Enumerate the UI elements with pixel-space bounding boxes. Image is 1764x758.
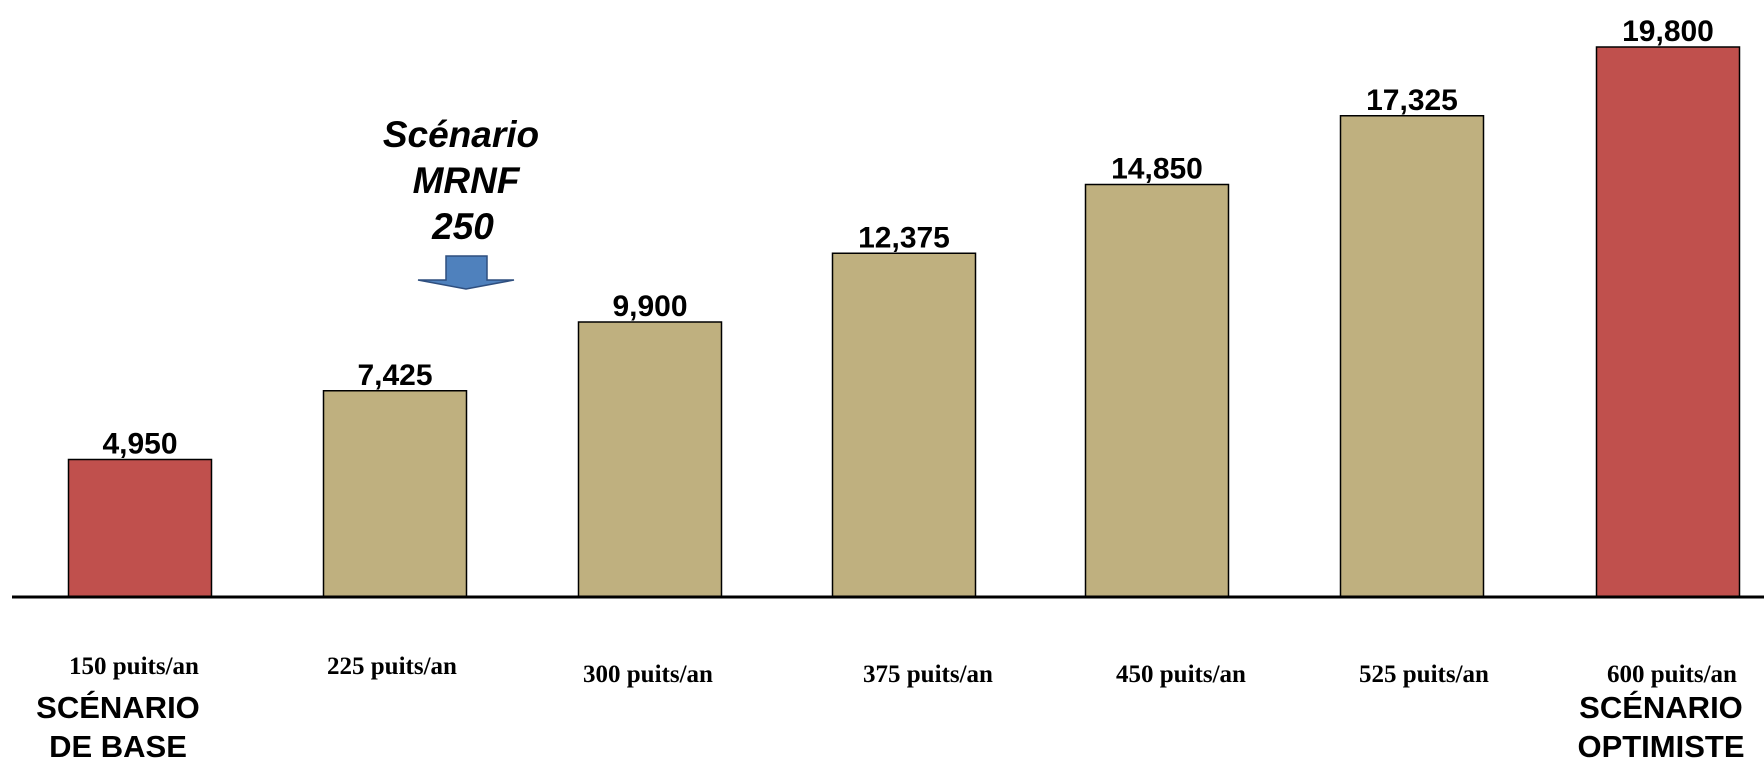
optimistic-scenario-line2: OPTIMISTE	[1577, 729, 1744, 758]
mrnf-scenario-line2: MRNF	[413, 160, 521, 201]
category-label-1: 150 puits/an	[69, 653, 199, 680]
value-label-5: 14,850	[1111, 153, 1203, 186]
category-label-5: 450 puits/an	[1116, 661, 1246, 688]
base-scenario-line1: SCÉNARIO	[36, 690, 200, 725]
bar-3	[577, 321, 723, 598]
bar-2	[322, 390, 468, 598]
mrnf-scenario-line3: 250	[431, 206, 494, 247]
category-labels-group: 150 puits/an 225 puits/an 300 puits/an 375 …	[69, 653, 1737, 688]
bar-4	[831, 252, 977, 598]
category-label-6: 525 puits/an	[1359, 661, 1489, 688]
value-label-7: 19,800	[1622, 15, 1714, 48]
bar-6	[1339, 115, 1485, 598]
value-label-4: 12,375	[858, 221, 950, 254]
value-label-6: 17,325	[1366, 84, 1458, 117]
down-arrow-icon	[417, 255, 515, 290]
optimistic-scenario-line1: SCÉNARIO	[1579, 690, 1743, 725]
category-label-3: 300 puits/an	[583, 661, 713, 688]
value-label-3: 9,900	[612, 290, 687, 323]
value-label-2: 7,425	[357, 359, 432, 392]
category-label-2: 225 puits/an	[327, 653, 457, 680]
category-label-4: 375 puits/an	[863, 661, 993, 688]
bars-group	[67, 46, 1741, 598]
bar-7	[1595, 46, 1741, 598]
value-labels-group: 4,950 7,425 9,900 12,375 14,850 17,325 19,800	[102, 15, 1713, 461]
mrnf-scenario-line1: Scénario	[383, 114, 539, 155]
bar-1	[67, 458, 213, 598]
value-label-1: 4,950	[102, 428, 177, 461]
base-scenario-line2: DE BASE	[49, 729, 187, 758]
bar-5	[1084, 183, 1230, 598]
category-label-7: 600 puits/an	[1607, 661, 1737, 688]
